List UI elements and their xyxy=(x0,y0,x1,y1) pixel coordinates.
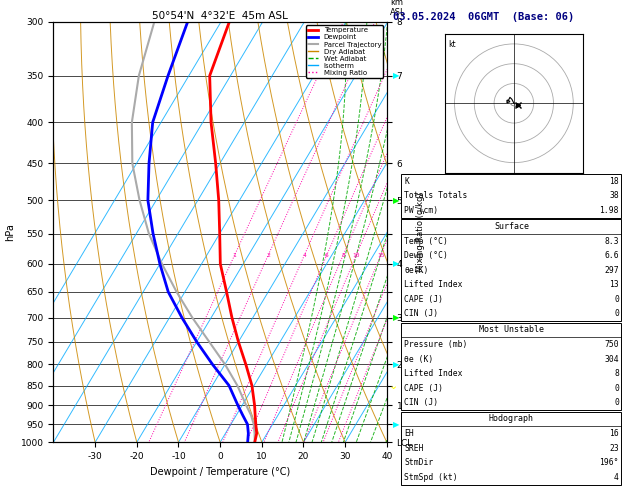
Text: 8.3: 8.3 xyxy=(604,237,619,245)
Text: K: K xyxy=(404,177,409,186)
Text: ▶: ▶ xyxy=(393,420,399,429)
Title: 50°54'N  4°32'E  45m ASL: 50°54'N 4°32'E 45m ASL xyxy=(152,11,288,21)
Text: Totals Totals: Totals Totals xyxy=(404,191,468,200)
Text: CIN (J): CIN (J) xyxy=(404,399,438,407)
Text: 8: 8 xyxy=(614,369,619,378)
Text: 4: 4 xyxy=(614,473,619,482)
Text: Dewp (°C): Dewp (°C) xyxy=(404,251,448,260)
Text: StmDir: StmDir xyxy=(404,458,434,467)
Text: Lifted Index: Lifted Index xyxy=(404,369,463,378)
X-axis label: Dewpoint / Temperature (°C): Dewpoint / Temperature (°C) xyxy=(150,467,290,477)
Text: 2: 2 xyxy=(266,253,270,258)
Text: 1.98: 1.98 xyxy=(599,206,619,215)
Text: 03.05.2024  06GMT  (Base: 06): 03.05.2024 06GMT (Base: 06) xyxy=(393,12,574,22)
Text: 16: 16 xyxy=(609,429,619,438)
Text: ▶: ▶ xyxy=(393,260,399,268)
Text: 6.6: 6.6 xyxy=(604,251,619,260)
Text: ⌄: ⌄ xyxy=(389,381,398,391)
Text: Most Unstable: Most Unstable xyxy=(479,326,544,334)
Y-axis label: Mixing Ratio (g/kg): Mixing Ratio (g/kg) xyxy=(416,192,425,272)
Text: ▶: ▶ xyxy=(393,196,399,205)
Text: Hodograph: Hodograph xyxy=(489,415,534,423)
Text: 15: 15 xyxy=(377,253,384,258)
Text: StmSpd (kt): StmSpd (kt) xyxy=(404,473,458,482)
Text: CIN (J): CIN (J) xyxy=(404,310,438,318)
Text: θe (K): θe (K) xyxy=(404,355,434,364)
Text: 6: 6 xyxy=(325,253,328,258)
Text: 0: 0 xyxy=(614,310,619,318)
Text: 1: 1 xyxy=(233,253,237,258)
Text: EH: EH xyxy=(404,429,415,438)
Text: SREH: SREH xyxy=(404,444,424,452)
Text: ▶: ▶ xyxy=(393,71,399,80)
Text: 304: 304 xyxy=(604,355,619,364)
Text: 0: 0 xyxy=(614,384,619,393)
Text: 0: 0 xyxy=(614,399,619,407)
Y-axis label: hPa: hPa xyxy=(5,223,15,241)
Text: 18: 18 xyxy=(609,177,619,186)
Text: Lifted Index: Lifted Index xyxy=(404,280,463,289)
Text: 297: 297 xyxy=(604,266,619,275)
Text: 196°: 196° xyxy=(599,458,619,467)
Text: 23: 23 xyxy=(609,444,619,452)
Text: θe(K): θe(K) xyxy=(404,266,429,275)
Text: Temp (°C): Temp (°C) xyxy=(404,237,448,245)
Legend: Temperature, Dewpoint, Parcel Trajectory, Dry Adiabat, Wet Adiabat, Isotherm, Mi: Temperature, Dewpoint, Parcel Trajectory… xyxy=(306,25,383,78)
Text: ▶: ▶ xyxy=(393,360,399,369)
Text: kt: kt xyxy=(448,40,456,49)
Text: 750: 750 xyxy=(604,340,619,349)
Text: PW (cm): PW (cm) xyxy=(404,206,438,215)
Text: 0: 0 xyxy=(614,295,619,304)
Text: 8: 8 xyxy=(342,253,345,258)
Text: Surface: Surface xyxy=(494,222,529,231)
Text: CAPE (J): CAPE (J) xyxy=(404,384,443,393)
Text: km
ASL: km ASL xyxy=(390,0,406,17)
Text: 13: 13 xyxy=(609,280,619,289)
Text: 38: 38 xyxy=(609,191,619,200)
Text: ▶: ▶ xyxy=(393,313,399,322)
Text: Pressure (mb): Pressure (mb) xyxy=(404,340,468,349)
Text: CAPE (J): CAPE (J) xyxy=(404,295,443,304)
Text: 4: 4 xyxy=(303,253,306,258)
Text: 10: 10 xyxy=(352,253,360,258)
